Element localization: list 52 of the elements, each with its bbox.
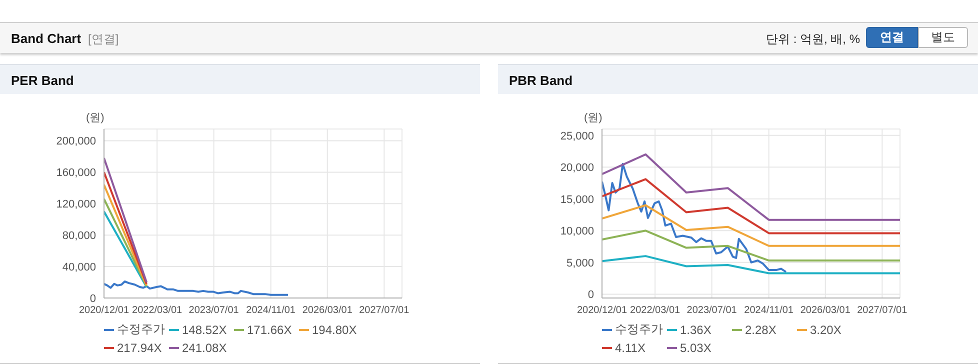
y-tick-label: 10,000 bbox=[560, 226, 594, 238]
y-tick-label: 200,000 bbox=[56, 136, 96, 148]
line-series bbox=[602, 178, 900, 234]
line-series bbox=[602, 204, 900, 247]
y-tick-label: 15,000 bbox=[560, 194, 594, 206]
text: [연결] bbox=[88, 31, 119, 48]
line-series bbox=[602, 255, 900, 274]
chart-title: PBR Band bbox=[509, 73, 573, 88]
text: Band Chart bbox=[11, 31, 82, 46]
x-tick-label: 2022/03/01 bbox=[630, 305, 681, 316]
y-axis-title: (원) bbox=[584, 111, 602, 125]
x-tick-label: 2023/07/01 bbox=[686, 305, 738, 316]
y-tick-label: 25,000 bbox=[560, 130, 594, 142]
y-tick-label: 160,000 bbox=[56, 167, 96, 180]
y-tick-label: 20,000 bbox=[560, 162, 594, 174]
line-series bbox=[602, 230, 900, 262]
x-tick-label: 2024/11/01 bbox=[246, 305, 296, 316]
legend-label: 수정주가 bbox=[615, 321, 663, 338]
text: 단위 : 억원, 배, % bbox=[766, 31, 860, 48]
y-tick-label: 120,000 bbox=[56, 198, 96, 211]
y-tick-label: 80,000 bbox=[62, 230, 96, 242]
legend-label: 2.28X bbox=[745, 322, 776, 336]
y-axis-title: (원) bbox=[86, 111, 104, 125]
x-tick-label: 2024/11/01 bbox=[744, 305, 794, 316]
y-tick-label: 0 bbox=[90, 292, 96, 305]
y-tick-label: 40,000 bbox=[62, 261, 96, 274]
x-tick-label: 2026/03/01 bbox=[302, 305, 353, 316]
legend-label: 1.36X bbox=[680, 322, 712, 336]
x-tick-label: 2026/03/01 bbox=[800, 305, 851, 316]
x-tick-label: 2020/12/01 bbox=[78, 305, 130, 316]
legend-label: 171.66X bbox=[247, 322, 292, 336]
line-series bbox=[104, 280, 289, 296]
legend-label: 148.52X bbox=[182, 322, 227, 336]
chart-title: PER Band bbox=[11, 73, 74, 88]
legend-label: 241.08X bbox=[182, 341, 227, 355]
legend-label: 수정주가 bbox=[117, 321, 165, 338]
legend-label: 217.94X bbox=[117, 341, 162, 355]
x-tick-label: 2027/07/01 bbox=[359, 305, 410, 316]
y-tick-label: 5,000 bbox=[566, 257, 594, 270]
legend-label: 3.20X bbox=[810, 322, 842, 336]
tab-button: 별도 bbox=[918, 27, 968, 48]
legend-label: 4.11X bbox=[615, 341, 646, 355]
legend-label: 194.80X bbox=[312, 322, 357, 336]
y-tick-label: 0 bbox=[588, 289, 594, 302]
x-tick-label: 2027/07/01 bbox=[857, 305, 908, 316]
x-tick-label: 2023/07/01 bbox=[188, 305, 240, 316]
line-series bbox=[602, 162, 787, 273]
tab-button: 연결 bbox=[866, 27, 918, 48]
legend-label: 5.03X bbox=[680, 341, 712, 355]
line-series bbox=[602, 153, 900, 221]
x-tick-label: 2022/03/01 bbox=[132, 305, 183, 316]
x-tick-label: 2020/12/01 bbox=[576, 305, 628, 316]
